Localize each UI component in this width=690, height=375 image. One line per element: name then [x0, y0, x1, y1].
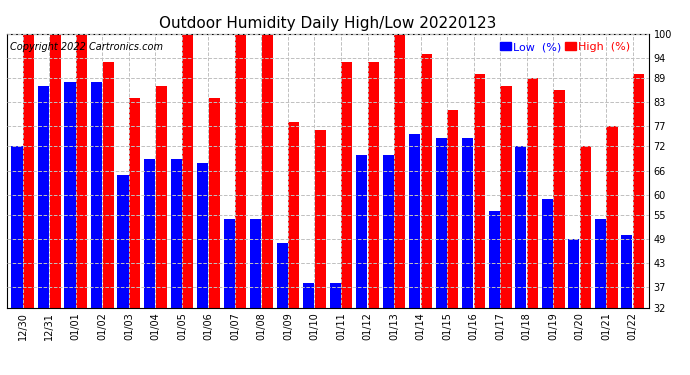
- Bar: [103, 62, 114, 308]
- Bar: [330, 284, 341, 308]
- Bar: [144, 159, 155, 308]
- Bar: [91, 82, 102, 308]
- Bar: [224, 219, 235, 308]
- Bar: [462, 138, 473, 308]
- Bar: [117, 175, 128, 308]
- Bar: [515, 147, 526, 308]
- Bar: [12, 147, 23, 308]
- Bar: [569, 239, 580, 308]
- Bar: [447, 110, 458, 308]
- Bar: [208, 98, 220, 308]
- Bar: [64, 82, 76, 308]
- Bar: [315, 130, 326, 308]
- Bar: [409, 134, 420, 308]
- Bar: [156, 86, 167, 308]
- Bar: [38, 86, 49, 308]
- Bar: [129, 98, 140, 308]
- Bar: [435, 138, 447, 308]
- Bar: [542, 199, 553, 308]
- Bar: [368, 62, 379, 308]
- Bar: [621, 235, 633, 308]
- Bar: [394, 34, 406, 308]
- Bar: [421, 54, 432, 307]
- Bar: [595, 219, 606, 308]
- Bar: [277, 243, 288, 308]
- Bar: [197, 163, 208, 308]
- Bar: [500, 86, 511, 308]
- Bar: [182, 34, 193, 308]
- Bar: [170, 159, 181, 308]
- Bar: [553, 90, 564, 308]
- Bar: [527, 78, 538, 308]
- Text: Copyright 2022 Cartronics.com: Copyright 2022 Cartronics.com: [10, 42, 163, 52]
- Bar: [474, 74, 485, 308]
- Bar: [489, 211, 500, 308]
- Bar: [633, 74, 644, 308]
- Bar: [288, 122, 299, 308]
- Bar: [383, 154, 394, 308]
- Legend: Low  (%), High  (%): Low (%), High (%): [500, 42, 630, 52]
- Bar: [262, 34, 273, 308]
- Bar: [50, 34, 61, 308]
- Bar: [303, 284, 314, 308]
- Bar: [356, 154, 367, 308]
- Bar: [235, 34, 246, 308]
- Bar: [76, 34, 87, 308]
- Bar: [342, 62, 353, 308]
- Bar: [23, 34, 34, 308]
- Bar: [580, 147, 591, 308]
- Title: Outdoor Humidity Daily High/Low 20220123: Outdoor Humidity Daily High/Low 20220123: [159, 16, 496, 31]
- Bar: [250, 219, 262, 308]
- Bar: [607, 126, 618, 308]
